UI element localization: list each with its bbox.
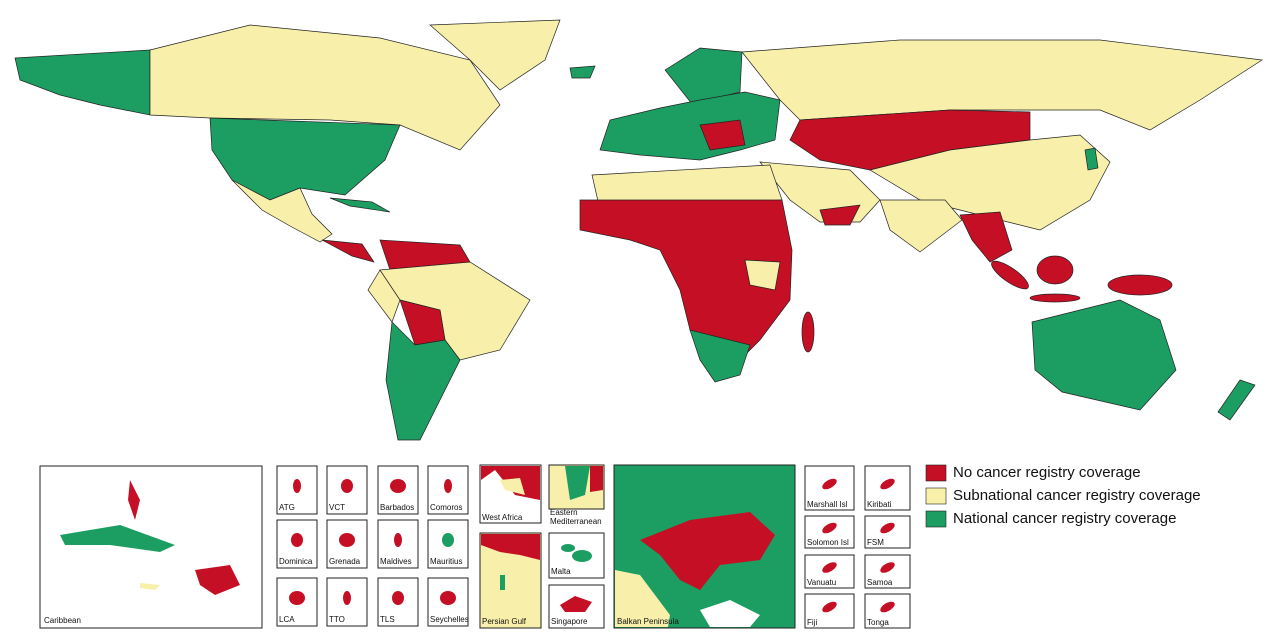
inset-label: TTO <box>329 615 345 624</box>
singapore-inset: Singapore <box>548 584 605 629</box>
island <box>394 533 402 547</box>
island <box>343 591 351 605</box>
island <box>341 479 353 493</box>
mexico <box>231 179 333 243</box>
inset-label: Tonga <box>867 618 889 627</box>
iceland <box>569 65 596 79</box>
legend-label: No cancer registry coverage <box>953 464 1141 481</box>
inset-label: Seychelles <box>430 615 469 624</box>
inset-label: Maldives <box>380 557 412 566</box>
java <box>1029 293 1081 303</box>
greenland <box>429 19 561 91</box>
cuba <box>60 525 175 552</box>
caribbean-inset: Caribbean <box>39 465 263 629</box>
cuba <box>329 197 391 213</box>
inset-frame <box>864 465 911 511</box>
madagascar <box>801 311 815 353</box>
inset-label: Persian Gulf <box>482 617 527 626</box>
new-zealand <box>1217 379 1256 421</box>
malta-inset: Malta <box>548 532 605 579</box>
island <box>440 591 456 605</box>
yemen <box>819 204 861 226</box>
island <box>880 478 895 490</box>
scandinavia <box>664 47 743 105</box>
island <box>444 479 452 493</box>
island <box>293 479 301 493</box>
central-america <box>321 239 375 263</box>
inset-label: Kiribati <box>867 500 892 509</box>
legend-swatch <box>925 510 947 528</box>
canada <box>149 24 501 151</box>
island <box>880 562 895 573</box>
main-map <box>14 19 1264 441</box>
inset-label: Comoros <box>430 503 462 512</box>
russia <box>741 39 1264 131</box>
inset-label: Balkan Peninsula <box>617 617 679 626</box>
legend: No cancer registry coverage Subnational c… <box>925 464 1201 528</box>
inset-label: Caribbean <box>44 616 81 625</box>
eastern-mediterranean-inset: Eastern Mediterranean <box>548 464 605 526</box>
inset-label: TLS <box>380 615 395 624</box>
inset-label: Samoa <box>867 578 893 587</box>
inset-label: Marshall Isl <box>807 500 848 509</box>
island <box>822 478 837 490</box>
island <box>822 601 837 613</box>
inset-label: Solomon Isl <box>807 538 849 547</box>
east-africa <box>744 259 781 291</box>
southeast-asia <box>959 211 1013 263</box>
persian-gulf-inset: Persian Gulf <box>479 532 542 629</box>
island <box>390 479 406 493</box>
australia <box>1031 299 1177 411</box>
balkan-inset: Balkan Peninsula <box>613 464 796 629</box>
inset-label: ATG <box>279 503 295 512</box>
inset-label: Grenada <box>329 557 361 566</box>
island <box>339 533 355 547</box>
inset-frame <box>427 519 469 569</box>
pacific-insets: Marshall Isl Kiribati Solomon Isl FSM Vanuat… <box>804 465 911 629</box>
island <box>442 533 454 547</box>
inset-label: West Africa <box>482 513 523 522</box>
eastern-europe <box>699 119 746 151</box>
small-insets: ATG VCT Barbados Comoros Dominica Grenada Mald… <box>276 465 469 627</box>
inset-label: Eastern Mediterranean <box>550 508 602 526</box>
inset-label: Singapore <box>551 617 588 626</box>
west-africa-inset: West Africa <box>479 464 542 524</box>
inset-label: Fiji <box>807 618 817 627</box>
sumatra <box>991 260 1029 290</box>
korea-japan <box>1084 147 1099 171</box>
legend-swatch <box>925 487 947 505</box>
new-guinea <box>1107 274 1173 296</box>
island <box>822 562 837 573</box>
hispaniola <box>195 565 240 595</box>
alaska <box>14 49 151 116</box>
inset-frame <box>276 465 318 515</box>
inset-label: Vanuatu <box>807 578 836 587</box>
island <box>392 591 404 605</box>
island <box>880 601 895 613</box>
bahamas <box>128 480 140 520</box>
borneo <box>1036 255 1074 285</box>
inset-label: Mauritius <box>430 557 462 566</box>
inset-label: Dominica <box>279 557 313 566</box>
inset-frame <box>377 577 419 627</box>
india <box>879 199 963 253</box>
europe <box>599 91 781 161</box>
island <box>822 522 837 534</box>
southern-africa <box>689 329 751 383</box>
legend-label: National cancer registry coverage <box>953 510 1176 527</box>
jamaica <box>140 583 160 590</box>
island <box>291 533 303 547</box>
inset-label: Malta <box>551 567 571 576</box>
inset-label: Barbados <box>380 503 414 512</box>
inset-label: LCA <box>279 615 295 624</box>
island <box>289 591 305 605</box>
inset-label: VCT <box>329 503 345 512</box>
legend-swatch <box>925 464 947 482</box>
usa <box>209 117 401 201</box>
legend-label: Subnational cancer registry coverage <box>953 487 1201 504</box>
island <box>880 522 895 534</box>
inset-label: FSM <box>867 538 884 547</box>
southern-cone <box>385 321 461 441</box>
